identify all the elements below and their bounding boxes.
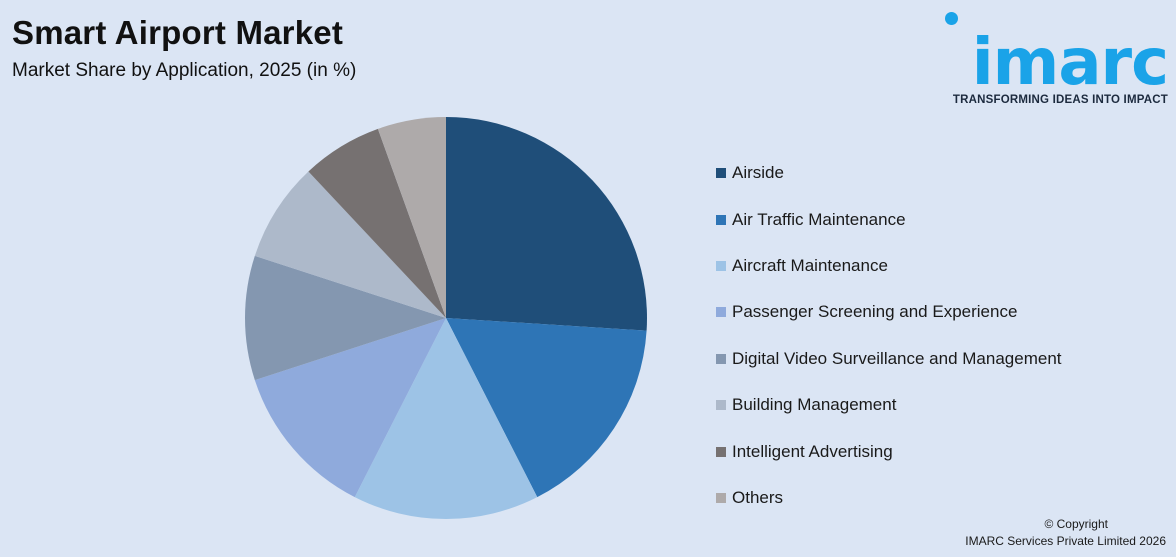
pie-slice-building-management [254, 171, 446, 318]
copyright-company: IMARC Services Private Limited 2026 [965, 534, 1166, 548]
chart-title: Smart Airport Market [12, 14, 344, 51]
legend-item: Airside [716, 150, 1062, 196]
legend-swatch [716, 214, 726, 225]
chart-subtitle: Market Share by Application, 2025 (in %) [12, 60, 357, 81]
legend-item: Aircraft Maintenance [716, 243, 1062, 289]
legend-label: Digital Video Surveillance and Managemen… [732, 348, 1062, 368]
legend-item: Building Management [716, 382, 1062, 428]
legend-label: Passenger Screening and Experience [732, 302, 1018, 322]
chart-legend: Airside Air Traffic Maintenance Aircraft M… [716, 150, 1062, 521]
legend-swatch [716, 400, 726, 411]
logo-wordmark: imarc [971, 26, 1169, 100]
logo-tagline: TRANSFORMING IDEAS INTO IMPACT [952, 94, 1168, 106]
legend-item: Intelligent Advertising [716, 428, 1062, 474]
legend-label: Others [732, 487, 784, 507]
pie-chart [245, 117, 647, 519]
legend-swatch [716, 307, 726, 318]
legend-label: Airside [732, 163, 784, 183]
legend-swatch [716, 492, 726, 503]
pie-slice-passenger-screening-and-experience [254, 318, 446, 498]
legend-label: Aircraft Maintenance [732, 255, 888, 275]
copyright-line: © Copyright [1044, 517, 1108, 531]
legend-label: Building Management [732, 395, 897, 415]
legend-item: Air Traffic Maintenance [716, 196, 1062, 242]
pie-slice-intelligent-advertising [308, 128, 446, 318]
logo-dot-icon [945, 12, 958, 25]
legend-label: Air Traffic Maintenance [732, 209, 906, 229]
pie-slice-airside [446, 117, 647, 331]
legend-swatch [716, 260, 726, 271]
legend-swatch [716, 168, 726, 179]
imarc-logo: imarc TRANSFORMING IDEAS INTO IMPACT [943, 12, 1169, 112]
legend-item: Digital Video Surveillance and Managemen… [716, 336, 1062, 382]
legend-item: Passenger Screening and Experience [716, 289, 1062, 335]
legend-swatch [716, 446, 726, 457]
pie-slice-digital-video-surveillance-and-management [245, 255, 446, 381]
pie-slice-air-traffic-maintenance [446, 318, 647, 498]
pie-slice-others [377, 117, 446, 318]
copyright-notice: © Copyright IMARC Services Private Limit… [965, 516, 1166, 550]
pie-slice-aircraft-maintenance [354, 318, 538, 519]
legend-swatch [716, 353, 726, 364]
legend-label: Intelligent Advertising [732, 441, 893, 461]
legend-item: Others [716, 475, 1062, 521]
